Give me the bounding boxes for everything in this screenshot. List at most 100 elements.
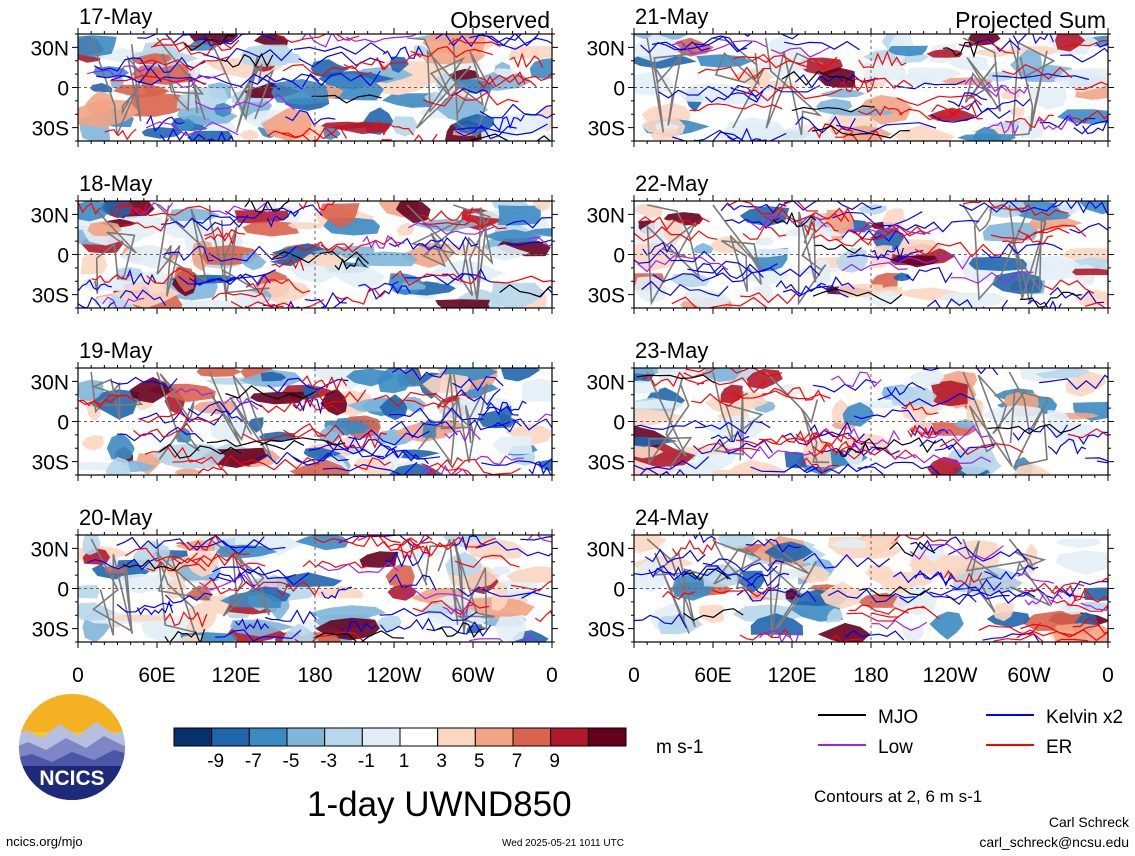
y-tick-label: 30N: [586, 204, 625, 227]
anomaly-shading: [104, 614, 172, 622]
anomaly-shading: [80, 252, 108, 275]
contour-line: [898, 107, 961, 121]
contour-line: [795, 115, 856, 134]
anomaly-shading: [377, 441, 405, 470]
contour-line: [494, 418, 552, 431]
contour-line: [301, 374, 348, 391]
contour-line: [244, 201, 291, 214]
contour-line: [165, 592, 213, 604]
land-outline: [646, 371, 693, 469]
anomaly-shading: [829, 537, 876, 548]
x-tick-label: 0: [546, 664, 558, 687]
contour-line: [423, 91, 519, 107]
x-tick-label: 0: [1102, 664, 1114, 687]
contour-line: [1002, 64, 1073, 80]
contour-line: [304, 291, 347, 308]
y-tick-label: 30S: [32, 118, 69, 141]
contour-line: [534, 609, 552, 623]
contour-line: [272, 251, 369, 265]
map-panel: [72, 195, 558, 314]
contour-line: [837, 441, 870, 457]
contour-line: [901, 400, 939, 415]
anomaly-shading: [320, 388, 348, 416]
y-tick-label: 0: [613, 412, 625, 435]
contour-line: [492, 114, 525, 132]
colorbar-swatch: [474, 727, 514, 747]
contour-line: [528, 460, 552, 475]
x-tick-label: 120W: [923, 664, 978, 687]
contour-line: [146, 267, 197, 285]
contour-line: [435, 34, 523, 48]
contour-line: [945, 589, 1036, 604]
contour-line: [398, 542, 457, 557]
land-outline: [156, 371, 200, 460]
anomaly-shading: [81, 435, 105, 451]
anomaly-shading: [231, 291, 270, 308]
anomaly-shading: [634, 71, 674, 96]
anomaly-shading: [958, 539, 1001, 568]
land-outline: [452, 371, 488, 463]
contour-line: [186, 535, 265, 551]
contour-line: [841, 262, 908, 272]
contour-line: [444, 427, 481, 443]
legend-label: Low: [878, 737, 913, 758]
anomaly-shading: [1055, 550, 1108, 575]
author-email[interactable]: carl_schreck@ncsu.edu: [979, 834, 1129, 850]
contour-line: [194, 93, 296, 111]
anomaly-shading: [176, 118, 195, 131]
contour-line: [810, 432, 864, 446]
anomaly-shading: [88, 47, 160, 63]
contour-line: [371, 449, 441, 460]
contour-line: [87, 65, 147, 80]
anomaly-shading: [842, 402, 875, 427]
panel-date: 21-May: [635, 4, 708, 29]
land-outline: [765, 538, 817, 639]
contour-line: [521, 591, 552, 599]
colorbar-tick-label: -7: [245, 751, 262, 772]
contour-line: [896, 94, 983, 107]
contour-line: [648, 566, 692, 579]
contour-line: [640, 41, 710, 54]
contour-line: [909, 543, 1004, 560]
colorbar-units: m s-1: [656, 737, 704, 758]
anomaly-shading: [1030, 255, 1088, 281]
anomaly-shading: [1008, 107, 1025, 118]
anomaly-shading: [389, 56, 409, 73]
colorbar-tick-label: 9: [549, 751, 560, 772]
land-outline: [712, 204, 765, 292]
contour-line: [950, 271, 1034, 284]
contour-line: [696, 263, 764, 280]
contour-line: [692, 438, 773, 455]
anomaly-shading: [1072, 268, 1108, 276]
anomaly-shading: [484, 229, 542, 243]
anomaly-shading: [634, 399, 685, 409]
contour-line: [857, 105, 903, 117]
contour-line: [117, 426, 204, 443]
contour-line: [212, 566, 296, 580]
contour-line: [745, 572, 790, 587]
y-tick-label: 0: [613, 579, 625, 602]
contour-line: [420, 207, 474, 223]
contour-line: [729, 34, 800, 40]
contour-line: [1073, 120, 1108, 135]
y-tick-label: 30S: [32, 619, 69, 642]
contour-line: [382, 45, 424, 61]
anomaly-shading: [750, 613, 804, 636]
x-tick-label: 0: [72, 664, 84, 687]
anomaly-shading: [943, 446, 998, 475]
contour-line: [454, 554, 520, 568]
contour-line: [1066, 604, 1108, 612]
site-link[interactable]: ncics.org/mjo: [6, 834, 83, 849]
map-panel: [628, 28, 1114, 147]
anomaly-shading: [385, 564, 415, 588]
contour-line: [986, 120, 1019, 136]
anomaly-shading: [957, 134, 1017, 141]
colorbar-swatch: [173, 727, 213, 747]
anomaly-shading: [240, 251, 267, 271]
contour-line: [984, 564, 1039, 580]
contour-line: [740, 292, 798, 305]
ncics-logo[interactable]: NCICS: [8, 692, 136, 802]
contour-line: [164, 629, 206, 642]
contour-line: [477, 405, 519, 416]
contour-line: [710, 430, 750, 443]
